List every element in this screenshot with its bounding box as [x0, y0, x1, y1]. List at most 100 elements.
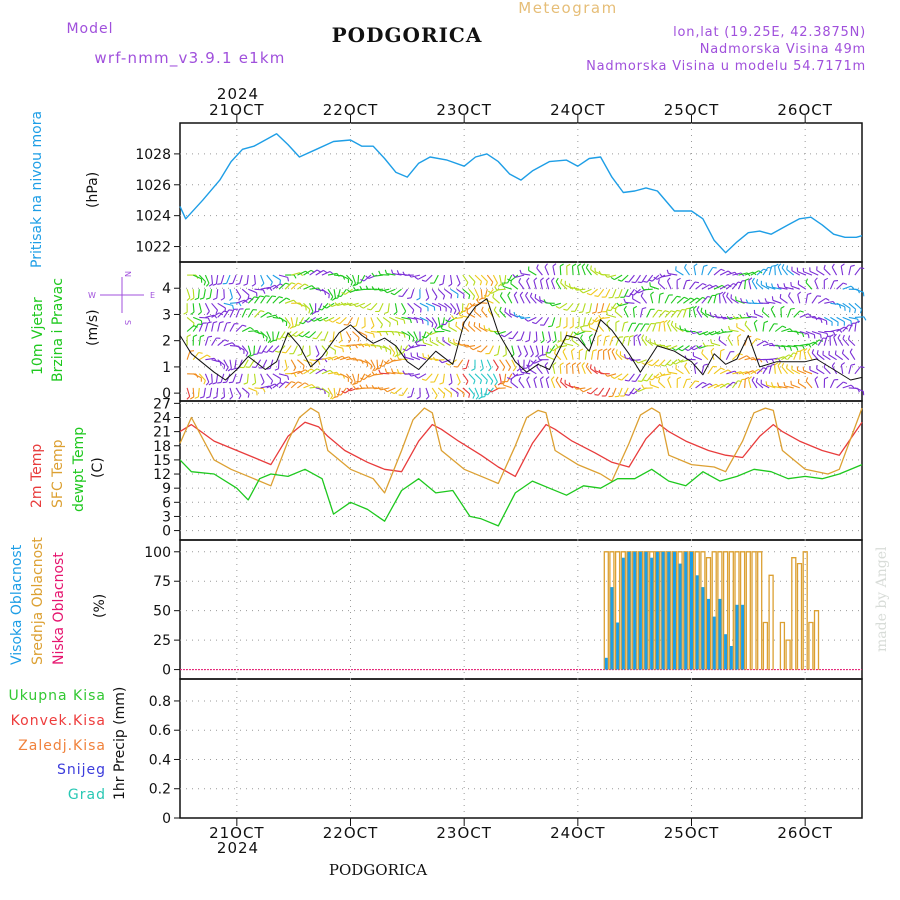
wind-barb: [247, 345, 252, 355]
wind-barb: [521, 273, 531, 276]
wind-barb-flag: [831, 263, 835, 268]
wind-barb-flag: [457, 392, 459, 397]
wind-barb-flag: [384, 311, 389, 315]
wind-barb: [729, 316, 739, 320]
wind-barb-flag: [761, 307, 765, 312]
wind-barb-flag: [573, 286, 577, 291]
wind-barb-flag: [194, 396, 199, 399]
wind-barb: [323, 331, 329, 341]
wind-barb-flag: [421, 335, 426, 339]
wind-barb: [618, 387, 623, 397]
wind-barb: [359, 373, 366, 382]
wind-barb: [737, 336, 740, 346]
wind-barb-flag: [479, 281, 483, 286]
wind-barb-flag: [860, 267, 865, 270]
wind-barb-flag: [814, 277, 818, 282]
wind-barb-flag: [469, 346, 474, 351]
wind-barb: [462, 288, 471, 296]
wind-barb-flag: [585, 311, 590, 314]
wind-barb-flag: [715, 292, 721, 296]
wind-barb-flag: [781, 264, 785, 269]
wind-barb-flag: [751, 277, 755, 282]
wind-barb-flag: [623, 298, 626, 303]
wind-barb-flag: [198, 323, 203, 326]
wind-barb-flag: [745, 376, 750, 380]
wind-barb: [468, 373, 476, 381]
wind-barb-flag: [569, 325, 574, 329]
wind-barb-flag: [530, 360, 535, 364]
wind-barb-flag: [215, 309, 219, 315]
top-time-tick-labels: 21OCT 22OCT 23OCT 24OCT 25OCT 26OCT: [209, 101, 832, 123]
wind-barb-flag: [764, 340, 769, 344]
wind-barb: [327, 371, 337, 375]
wind-barb-flag: [540, 376, 544, 380]
wind-barb: [321, 270, 331, 276]
wind-barb-flag: [702, 381, 707, 385]
wind-barb-flag: [854, 309, 857, 314]
wind-barb: [302, 317, 310, 325]
wind-barb-flag: [585, 362, 589, 367]
wind-barb: [423, 342, 433, 347]
wind-barb: [777, 266, 782, 276]
wind-barb: [356, 302, 366, 308]
wind-barb-flag: [807, 348, 811, 353]
wind-barb-flag: [552, 362, 557, 366]
wind-barb: [394, 345, 399, 355]
wind-barb: [568, 331, 574, 340]
wind-barb: [854, 288, 864, 293]
wind-barb-flag: [487, 290, 492, 294]
wind-barb: [533, 280, 537, 290]
wind-barb-flag: [555, 376, 559, 381]
wind-barb: [198, 373, 206, 381]
wind-barb-flag: [219, 321, 224, 324]
wind-barb-flag: [513, 311, 516, 317]
wind-barb: [352, 343, 362, 347]
wind-barb: [797, 369, 807, 375]
wind-barb: [253, 373, 257, 383]
wind-barb: [778, 385, 788, 389]
wind-barb: [738, 272, 748, 276]
wind-barb-flag: [330, 296, 334, 301]
wind-barb-flag: [325, 352, 329, 357]
meteogram-title: Meteogram: [518, 0, 617, 17]
wind-barb-flag: [336, 393, 341, 396]
wind-unit: (m/s): [85, 309, 101, 346]
mid-cloud-bar: [700, 551, 706, 670]
wind-barb-flag: [379, 364, 384, 367]
wind-barb: [803, 350, 807, 360]
top-tick-label: 25OCT: [664, 101, 720, 119]
wind-barb: [732, 371, 742, 375]
y-tick-label: 1022: [135, 240, 171, 256]
wind-barb-flag: [485, 380, 488, 385]
wind-barb: [467, 302, 476, 310]
wind-barb-flag: [265, 295, 270, 297]
wind-barb: [774, 325, 783, 332]
wind-barb-flag: [251, 382, 256, 386]
wind-barb-flag: [598, 369, 602, 374]
wind-barb-flag: [317, 360, 321, 365]
wind-barb: [223, 342, 233, 347]
wind-barb: [217, 322, 221, 332]
wind-barb: [332, 331, 335, 341]
wind-barb-flag: [206, 354, 211, 358]
wind-barb: [269, 359, 274, 369]
wind-barb-flag: [655, 322, 660, 324]
wind-barb: [370, 302, 378, 311]
wind-barb-flag: [366, 308, 372, 311]
wind-barb-flag: [383, 289, 388, 294]
wind-barb: [349, 387, 359, 392]
wind-barb: [478, 302, 488, 304]
wind-barb-flag: [843, 381, 848, 385]
wind-barb: [555, 380, 562, 389]
wind-barb-flag: [516, 368, 521, 372]
wind-barb: [229, 359, 232, 369]
wind-barb: [700, 311, 709, 318]
pressure-line: [179, 133, 863, 254]
wind-barb: [380, 274, 390, 276]
wind-barb: [285, 345, 292, 354]
y-tick-label: 1: [162, 360, 171, 376]
wind-barb: [392, 359, 402, 362]
mid-cloud-bar: [808, 621, 814, 670]
wind-barb: [413, 316, 423, 321]
wind-barb: [223, 387, 226, 397]
